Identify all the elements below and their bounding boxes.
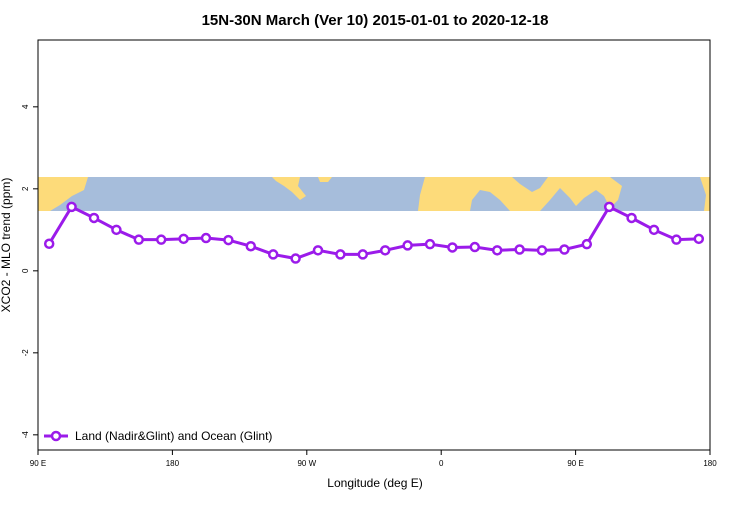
data-point xyxy=(603,201,615,213)
data-point xyxy=(267,249,279,260)
data-point xyxy=(514,244,525,255)
data-point xyxy=(335,249,346,260)
y-tick-label: 4 xyxy=(21,104,30,109)
data-point xyxy=(402,240,413,251)
chart-title: 15N-30N March (Ver 10) 2015-01-01 to 202… xyxy=(202,12,549,29)
data-point xyxy=(447,242,458,253)
data-point xyxy=(223,234,234,246)
data-point xyxy=(626,212,637,224)
plot-frame xyxy=(37,39,711,451)
data-point xyxy=(581,238,593,250)
data-point xyxy=(671,234,682,245)
data-point xyxy=(111,224,122,236)
x-tick-label: 90 W xyxy=(297,459,316,468)
data-point xyxy=(379,245,391,256)
data-point xyxy=(66,201,77,213)
x-tick-label: 0 xyxy=(439,459,444,468)
x-tick-label: 90 E xyxy=(30,459,46,468)
data-point xyxy=(290,253,301,264)
x-tick-label: 180 xyxy=(166,459,180,468)
data-point xyxy=(88,212,100,224)
data-point xyxy=(178,233,189,245)
data-point xyxy=(133,234,145,245)
data-point xyxy=(559,244,570,255)
data-point xyxy=(245,240,257,252)
map-background xyxy=(38,177,710,211)
y-axis-label: XCO2 - MLO trend (ppm) xyxy=(0,178,13,313)
y-tick-label: 0 xyxy=(21,268,30,273)
data-point xyxy=(312,245,324,256)
data-point xyxy=(536,245,548,256)
series-line xyxy=(47,204,699,261)
x-axis-label: Longitude (deg E) xyxy=(327,476,422,490)
data-point xyxy=(469,241,481,253)
data-point xyxy=(648,224,660,236)
data-point xyxy=(491,245,503,256)
data-point xyxy=(200,232,212,244)
data-point xyxy=(155,234,167,245)
x-tick-label: 180 xyxy=(703,459,717,468)
data-point xyxy=(43,238,55,250)
data-point xyxy=(357,249,369,260)
y-tick-label: -2 xyxy=(21,349,30,357)
data-point xyxy=(424,238,436,250)
x-tick-label: 90 E xyxy=(567,459,583,468)
legend-marker xyxy=(50,430,62,442)
y-tick-label: -4 xyxy=(21,431,30,439)
legend-label: Land (Nadir&Glint) and Ocean (Glint) xyxy=(75,429,272,443)
data-point xyxy=(693,233,705,245)
y-tick-label: 2 xyxy=(21,186,30,191)
